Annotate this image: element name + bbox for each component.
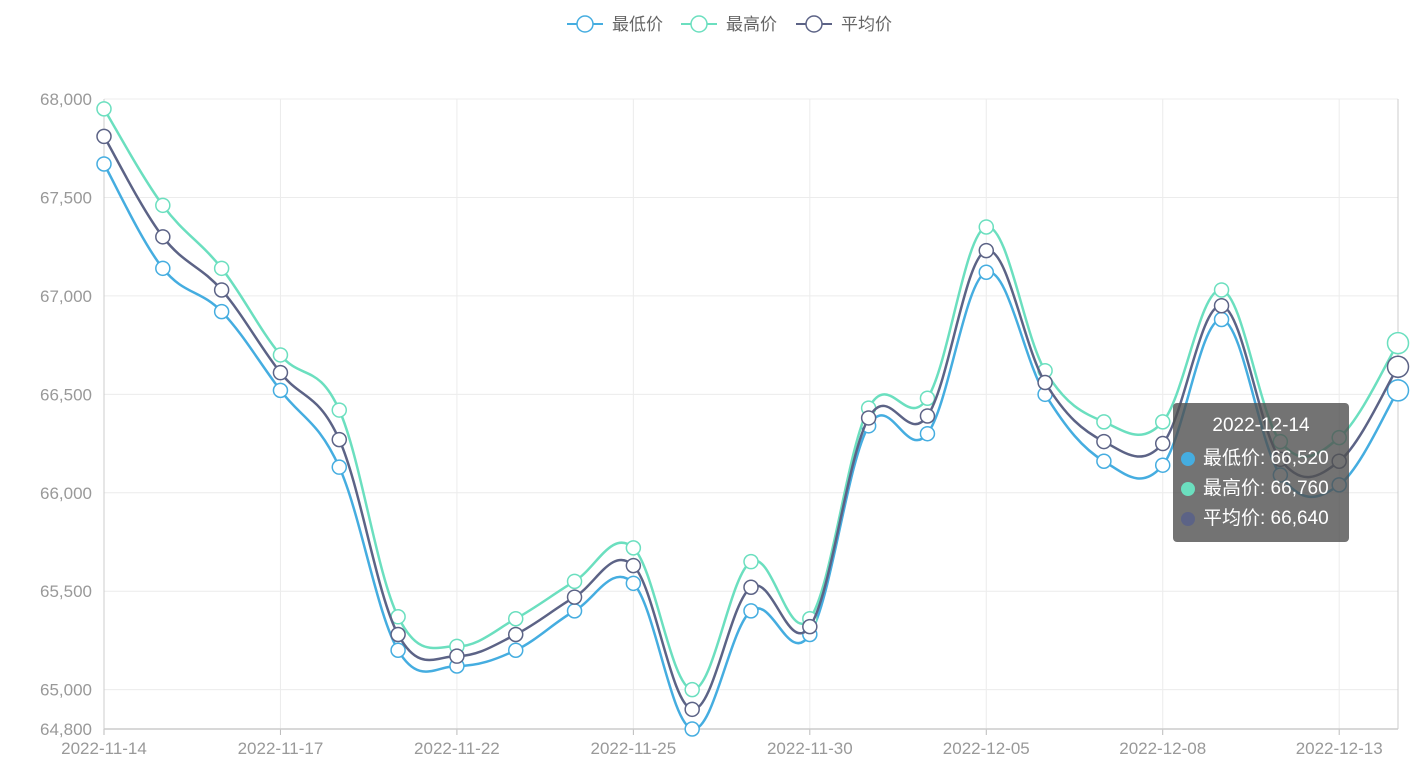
data-point[interactable] (1154, 414, 1171, 430)
data-point[interactable] (1096, 414, 1112, 430)
data-point[interactable] (155, 260, 171, 277)
data-point[interactable] (1386, 379, 1410, 402)
series-line-high (102, 108, 1400, 691)
data-point[interactable] (272, 364, 289, 381)
tooltip-label-low: 最低价: 66,520 (1203, 448, 1329, 469)
data-point[interactable] (1154, 435, 1171, 452)
y-tick-label: 65,500 (40, 582, 92, 601)
data-point[interactable] (919, 408, 936, 424)
tooltip-row-low: 最低价: 66,520 (1181, 444, 1341, 474)
x-tick-label: 2022-12-13 (1296, 739, 1383, 758)
tooltip-dot-high (1181, 482, 1195, 496)
data-point[interactable] (860, 410, 877, 426)
data-point[interactable] (272, 382, 289, 399)
legend[interactable]: 最低价 最高价 平均价 (567, 15, 892, 34)
data-point[interactable] (155, 197, 171, 214)
data-point[interactable] (213, 282, 230, 298)
tooltip: 2022-12-14 最低价: 66,520 最高价: 66,760 平均价: … (1173, 403, 1349, 542)
x-tick-label: 2022-11-17 (238, 739, 324, 758)
data-point[interactable] (507, 611, 524, 627)
data-point[interactable] (507, 642, 524, 658)
data-point[interactable] (1096, 453, 1112, 469)
data-point[interactable] (743, 579, 759, 595)
data-point[interactable] (684, 681, 700, 698)
data-point[interactable] (96, 101, 112, 117)
series-high[interactable] (96, 101, 1410, 698)
data-point[interactable] (684, 701, 700, 718)
legend-marker (576, 15, 594, 33)
data-point[interactable] (802, 618, 818, 635)
tooltip-row-high: 最高价: 66,760 (1181, 474, 1341, 504)
data-point[interactable] (625, 540, 642, 556)
data-point[interactable] (390, 642, 406, 658)
y-tick-label: 66,500 (40, 385, 92, 404)
legend-marker (805, 15, 823, 33)
series-avg[interactable] (96, 128, 1410, 718)
data-point[interactable] (96, 128, 112, 145)
data-point[interactable] (507, 626, 524, 643)
legend-marker (690, 15, 708, 33)
data-point[interactable] (331, 431, 348, 448)
data-point[interactable] (1213, 282, 1230, 298)
data-point[interactable] (272, 347, 289, 363)
data-point[interactable] (978, 219, 995, 235)
legend-label: 平均价 (841, 15, 892, 34)
data-point[interactable] (566, 573, 583, 590)
data-point[interactable] (1096, 433, 1112, 450)
x-tick-label: 2022-11-22 (414, 739, 500, 758)
y-tick-label: 66,000 (40, 484, 92, 503)
legend-label: 最高价 (726, 15, 777, 34)
data-point[interactable] (743, 603, 759, 619)
data-point[interactable] (155, 229, 171, 245)
y-tick-label: 68,000 (40, 90, 92, 109)
data-point[interactable] (331, 459, 348, 475)
data-point[interactable] (1154, 457, 1171, 473)
data-point[interactable] (1386, 331, 1410, 355)
x-tick-label: 2022-12-08 (1119, 739, 1206, 758)
x-tick-label: 2022-11-25 (591, 739, 677, 758)
tooltip-dot-avg (1181, 512, 1195, 526)
data-point[interactable] (1037, 374, 1053, 391)
legend-item-avg[interactable]: 平均价 (796, 15, 892, 34)
legend-label: 最低价 (612, 15, 663, 34)
tooltip-row-avg: 平均价: 66,640 (1181, 504, 1341, 534)
tooltip-dot-low (1181, 452, 1195, 466)
data-point[interactable] (1213, 297, 1230, 314)
data-point[interactable] (743, 553, 759, 570)
tooltip-label-avg: 平均价: 66,640 (1203, 508, 1329, 529)
data-point[interactable] (390, 626, 406, 643)
x-tick-label: 2022-11-14 (61, 739, 147, 758)
data-point[interactable] (919, 390, 936, 406)
data-point[interactable] (625, 575, 642, 592)
data-point[interactable] (919, 425, 936, 442)
data-point[interactable] (566, 603, 583, 619)
y-tick-label: 67,000 (40, 287, 92, 306)
y-tick-label: 65,000 (40, 681, 92, 700)
legend-item-low[interactable]: 最低价 (567, 15, 663, 34)
y-tick-label: 64,800 (40, 720, 92, 739)
x-tick-label: 2022-12-05 (943, 739, 1030, 758)
data-point[interactable] (449, 648, 465, 664)
data-point[interactable] (96, 156, 112, 172)
tooltip-label-high: 最高价: 66,760 (1203, 478, 1329, 499)
axes: 64,800 65,000 65,500 66,000 66,500 67,000 67,5… (40, 90, 1399, 758)
data-point[interactable] (213, 260, 230, 277)
legend-item-high[interactable]: 最高价 (681, 15, 777, 34)
data-point[interactable] (566, 589, 583, 605)
data-point[interactable] (1386, 355, 1410, 378)
grid-lines (103, 98, 1398, 730)
x-tick-label: 2022-11-30 (767, 739, 853, 758)
data-point[interactable] (1213, 311, 1230, 328)
data-point[interactable] (213, 303, 230, 320)
tooltip-title: 2022-12-14 (1212, 415, 1310, 436)
data-point[interactable] (625, 557, 642, 574)
data-point[interactable] (331, 402, 348, 418)
data-point[interactable] (978, 242, 995, 259)
data-point[interactable] (684, 721, 700, 737)
data-point[interactable] (978, 264, 995, 280)
y-tick-label: 67,500 (40, 188, 92, 207)
